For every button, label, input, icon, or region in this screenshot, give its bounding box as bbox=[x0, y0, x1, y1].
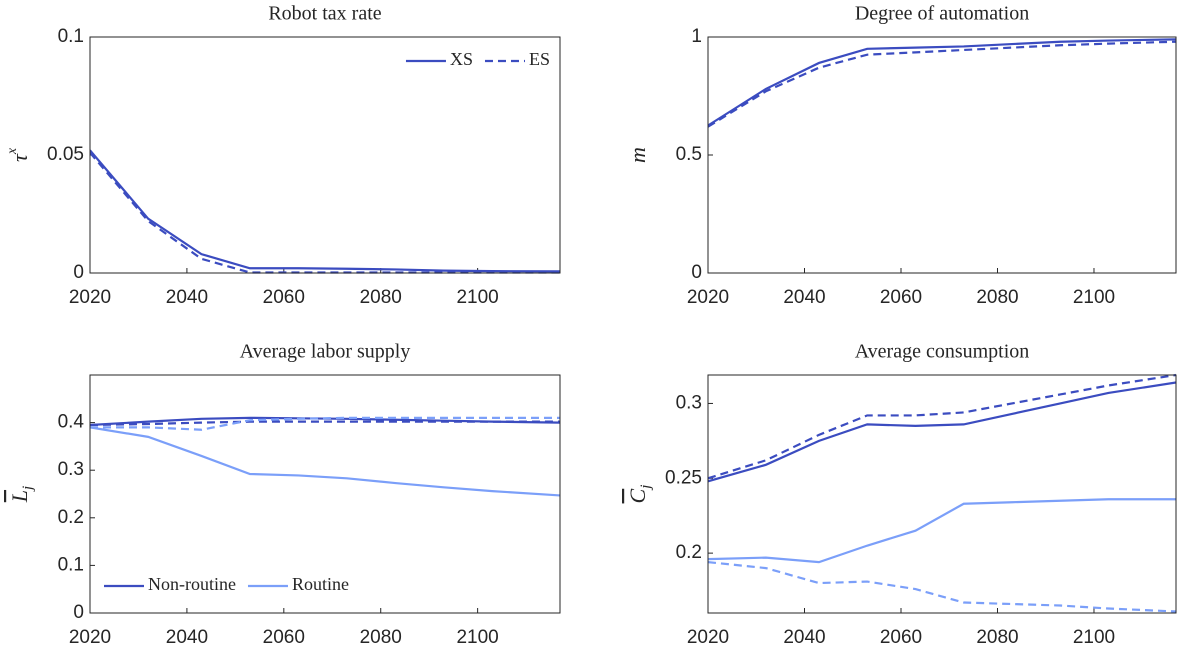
plot-area bbox=[90, 375, 560, 613]
y-tick-label: 0 bbox=[73, 262, 84, 283]
series-line bbox=[708, 373, 1176, 480]
x-tick-label: 2100 bbox=[456, 287, 498, 308]
y-label-base: L bbox=[7, 490, 32, 503]
lines bbox=[708, 38, 1176, 128]
y-label-sub: j bbox=[20, 486, 36, 492]
axes-box bbox=[89, 374, 561, 614]
x-tick-label: 2100 bbox=[456, 627, 498, 648]
series-line bbox=[708, 38, 1176, 127]
x-tick-label: 2020 bbox=[687, 287, 729, 308]
x-tick-label: 2100 bbox=[1073, 627, 1115, 648]
y-tick-label: 0.25 bbox=[665, 467, 702, 488]
y-tick-label: 0.3 bbox=[58, 459, 84, 480]
axes-box bbox=[89, 36, 561, 274]
legend-label: Routine bbox=[292, 574, 349, 594]
series-line bbox=[90, 426, 560, 497]
plot-area bbox=[708, 37, 1176, 273]
series-line bbox=[90, 416, 560, 431]
x-tick-label: 2060 bbox=[263, 287, 305, 308]
x-tick-label: 2040 bbox=[166, 627, 208, 648]
x-tick-label: 2020 bbox=[69, 627, 111, 648]
legend-label: XS bbox=[450, 49, 473, 69]
series-line bbox=[90, 149, 560, 273]
series-line bbox=[708, 381, 1176, 483]
series-line bbox=[708, 498, 1176, 564]
lines bbox=[90, 416, 560, 497]
x-tick-label: 2060 bbox=[263, 627, 305, 648]
y-label-sup: x bbox=[5, 147, 20, 155]
y-tick-label: 0.5 bbox=[676, 144, 702, 165]
lines bbox=[708, 373, 1176, 613]
y-label-sub: j bbox=[638, 485, 654, 491]
y-tick-label: 0 bbox=[73, 602, 84, 623]
x-tick-label: 2100 bbox=[1073, 287, 1115, 308]
x-tick-label: 2080 bbox=[360, 287, 402, 308]
x-tick-label: 2080 bbox=[976, 627, 1018, 648]
y-label-base: C bbox=[625, 488, 650, 503]
x-tick-label: 2040 bbox=[783, 287, 825, 308]
x-tick-label: 2020 bbox=[687, 627, 729, 648]
series-line bbox=[708, 40, 1176, 128]
chart-title: Average consumption bbox=[855, 341, 1030, 363]
y-axis-label: Lj bbox=[7, 486, 36, 503]
chart-title: Average labor supply bbox=[240, 341, 411, 363]
y-axis-label: τx bbox=[5, 147, 32, 162]
y-tick-label: 0.4 bbox=[58, 412, 85, 433]
x-tick-label: 2080 bbox=[360, 627, 402, 648]
axes-box bbox=[707, 374, 1177, 614]
x-tick-label: 2080 bbox=[976, 287, 1018, 308]
legend-label: ES bbox=[529, 49, 550, 69]
x-tick-label: 2040 bbox=[783, 627, 825, 648]
y-tick-label: 0.05 bbox=[47, 144, 84, 165]
chart-title: Degree of automation bbox=[855, 3, 1029, 25]
x-tick-label: 2040 bbox=[166, 287, 208, 308]
y-label-base: m bbox=[625, 147, 650, 163]
y-tick-label: 0 bbox=[691, 262, 702, 283]
y-label-base: τ bbox=[7, 153, 32, 162]
legend: XS ES bbox=[405, 49, 550, 69]
axes-box bbox=[707, 36, 1177, 274]
legend: Non-routine Routine bbox=[104, 574, 349, 594]
plot-area bbox=[708, 375, 1176, 613]
y-tick-label: 1 bbox=[691, 26, 702, 47]
series-line bbox=[708, 561, 1176, 613]
y-axis-label: Cj bbox=[625, 485, 654, 504]
y-tick-label: 0.1 bbox=[58, 554, 84, 575]
chart-title: Robot tax rate bbox=[268, 3, 381, 25]
y-tick-label: 0.3 bbox=[676, 392, 702, 413]
y-tick-label: 0.2 bbox=[58, 507, 84, 528]
series-line bbox=[90, 420, 560, 427]
legend-label: Non-routine bbox=[148, 574, 236, 594]
plot-area bbox=[90, 37, 560, 273]
x-tick-label: 2020 bbox=[69, 287, 111, 308]
y-axis-label: m bbox=[625, 147, 650, 163]
y-tick-label: 0.1 bbox=[58, 26, 84, 47]
x-tick-label: 2060 bbox=[880, 627, 922, 648]
y-tick-label: 0.2 bbox=[676, 542, 702, 563]
x-tick-label: 2060 bbox=[880, 287, 922, 308]
